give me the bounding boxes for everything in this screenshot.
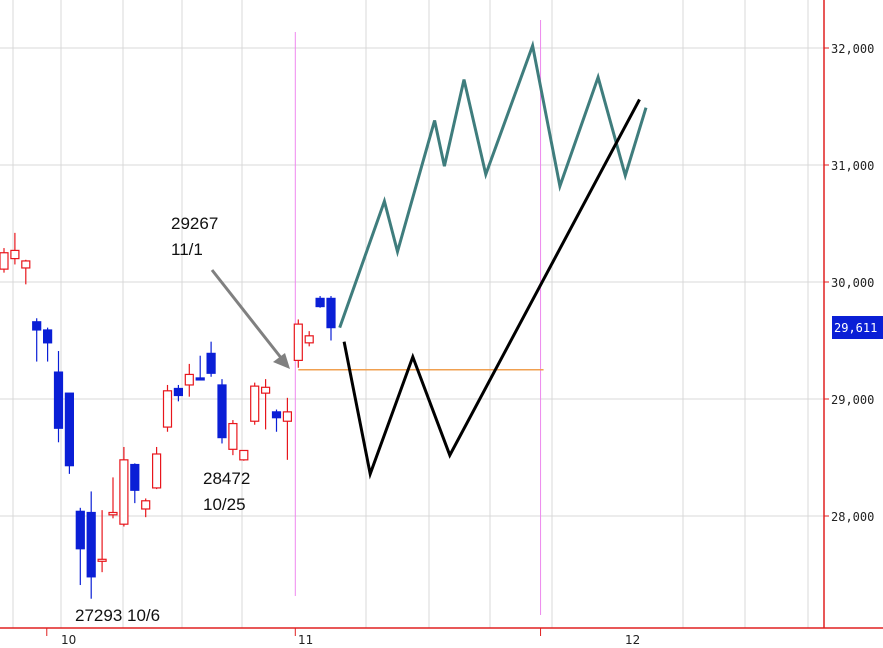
candle <box>32 318 42 362</box>
candle-body <box>108 511 118 516</box>
candle-body <box>271 411 282 419</box>
candle-body <box>119 459 129 525</box>
candle <box>239 449 249 461</box>
y-tick-label: 29,000 <box>831 393 874 407</box>
candle-body <box>0 252 9 270</box>
candle-body <box>315 297 325 308</box>
candle <box>228 420 238 456</box>
candle-body <box>75 510 85 550</box>
candle-body <box>64 392 75 467</box>
x-tick-label: 11 <box>298 633 313 647</box>
candle <box>130 463 140 504</box>
annotation-mid-date: 10/25 <box>203 495 246 514</box>
candle-body <box>130 463 140 491</box>
candle <box>271 409 282 432</box>
forecast-path-black <box>342 98 641 480</box>
x-tick-label: 12 <box>625 633 640 647</box>
candle <box>119 446 129 527</box>
candle-body <box>293 323 303 361</box>
candle-body <box>86 511 96 578</box>
candle <box>261 379 271 430</box>
candle <box>21 259 31 285</box>
candle <box>162 384 173 432</box>
candle-body <box>195 377 205 381</box>
forecast-paths <box>338 40 648 480</box>
candle-body <box>10 249 20 260</box>
candle-body <box>21 260 31 269</box>
candle <box>184 363 194 397</box>
candle <box>173 384 183 402</box>
candle <box>152 446 162 490</box>
candle-body <box>97 558 107 562</box>
candle <box>97 510 107 573</box>
annotation-mid-value: 28472 <box>203 469 250 488</box>
candle-body <box>173 387 183 397</box>
annotation-high-value: 29267 <box>171 214 218 233</box>
y-tick-label: 31,000 <box>831 159 874 173</box>
candle-body <box>162 390 173 428</box>
candle-body <box>217 384 227 439</box>
candle-body <box>42 329 53 344</box>
forecast-path-green <box>338 40 648 329</box>
candle-body <box>53 371 64 429</box>
x-tick-label: 10 <box>61 633 76 647</box>
month-markers <box>294 20 542 615</box>
candle <box>64 392 75 474</box>
candle <box>108 477 118 519</box>
candle <box>217 379 227 444</box>
candle <box>195 355 205 381</box>
candle <box>315 296 325 308</box>
candles <box>0 232 336 599</box>
candle-body <box>304 335 314 344</box>
candle <box>206 341 216 377</box>
candle <box>10 232 20 265</box>
candle <box>293 319 303 368</box>
candle <box>53 351 64 443</box>
candle <box>250 382 260 425</box>
candle-body <box>239 449 249 461</box>
candle <box>86 491 96 599</box>
candle-body <box>32 321 42 331</box>
candle <box>141 498 151 518</box>
candle <box>42 327 53 362</box>
candle-body <box>261 386 271 394</box>
y-tick-label: 30,000 <box>831 276 874 290</box>
last-price-box <box>832 316 883 339</box>
candle-body <box>228 422 238 450</box>
candle-body <box>184 373 194 386</box>
candle <box>0 248 9 273</box>
candle-body <box>152 453 162 489</box>
candle-body <box>326 297 336 329</box>
last-price-label: 29,611 <box>834 321 877 335</box>
grid <box>0 0 824 628</box>
candle <box>304 331 314 347</box>
candle-body <box>206 352 216 374</box>
candle-body <box>250 385 260 422</box>
candle-body <box>141 500 151 510</box>
candle-body <box>282 411 292 422</box>
y-tick-label: 32,000 <box>831 42 874 56</box>
candle <box>282 397 292 460</box>
candle <box>326 296 336 341</box>
annotation-low: 27293 10/6 <box>75 606 160 625</box>
annotation-high-date: 11/1 <box>171 240 203 259</box>
y-tick-label: 28,000 <box>831 510 874 524</box>
arrow-annotation <box>210 269 290 369</box>
candle <box>75 507 85 586</box>
